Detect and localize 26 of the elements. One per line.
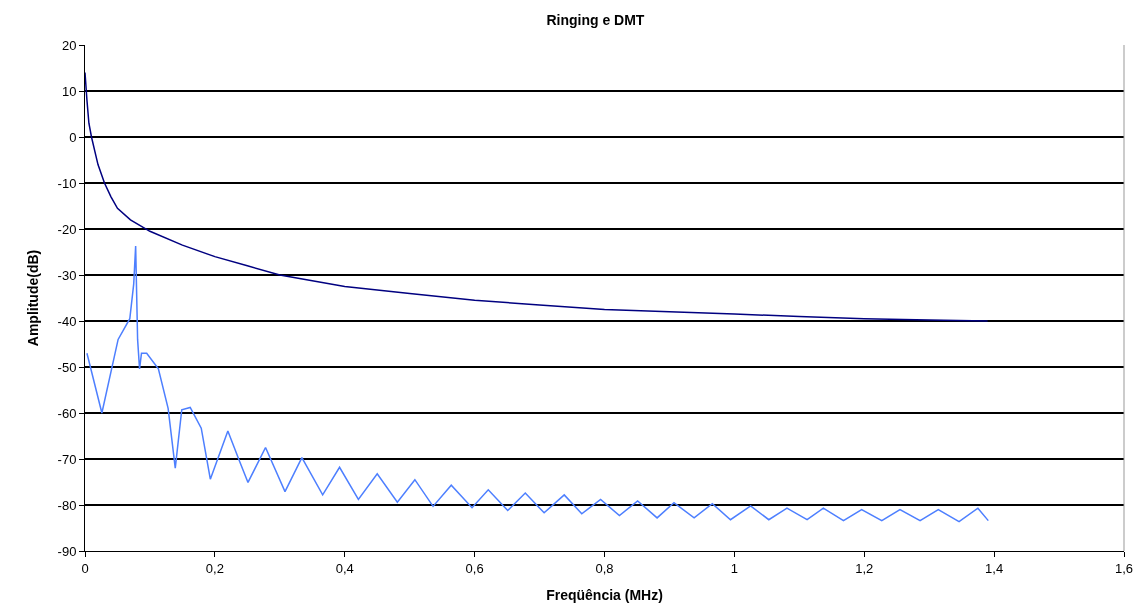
y-tick-label: -20 xyxy=(57,221,77,237)
x-tick-label: 0,2 xyxy=(205,560,224,576)
x-tick-label: 0,8 xyxy=(595,560,614,576)
y-tick-label: -10 xyxy=(57,175,77,191)
x-tick-label: 1,4 xyxy=(985,560,1004,576)
y-tick-label: -70 xyxy=(57,451,77,467)
x-tick-label: 1,6 xyxy=(1114,560,1134,576)
x-tick-label: 0,6 xyxy=(465,560,484,576)
y-tick-label: 10 xyxy=(61,83,77,99)
line-series xyxy=(85,71,989,322)
y-tick-label: -40 xyxy=(57,313,77,329)
y-tick-label: -90 xyxy=(57,543,77,559)
x-axis-title: Freqüência (MHz) xyxy=(546,586,663,603)
chart-title: Ringing e DMT xyxy=(546,12,645,29)
y-tick-label: -50 xyxy=(57,359,77,375)
y-tick-label: -60 xyxy=(57,405,77,421)
y-tick-label: 0 xyxy=(69,129,77,145)
y-tick-label: 20 xyxy=(61,37,77,53)
y-tick-label: -30 xyxy=(57,267,77,283)
x-tick-label: 0 xyxy=(81,560,89,576)
line-series xyxy=(86,245,990,523)
x-tick-label: 0,4 xyxy=(335,560,354,576)
y-tick-label: -80 xyxy=(57,497,77,513)
x-tick-label: 1 xyxy=(730,560,738,576)
y-axis-title: Amplitude(dB) xyxy=(25,249,42,347)
x-tick-label: 1,2 xyxy=(855,560,874,576)
